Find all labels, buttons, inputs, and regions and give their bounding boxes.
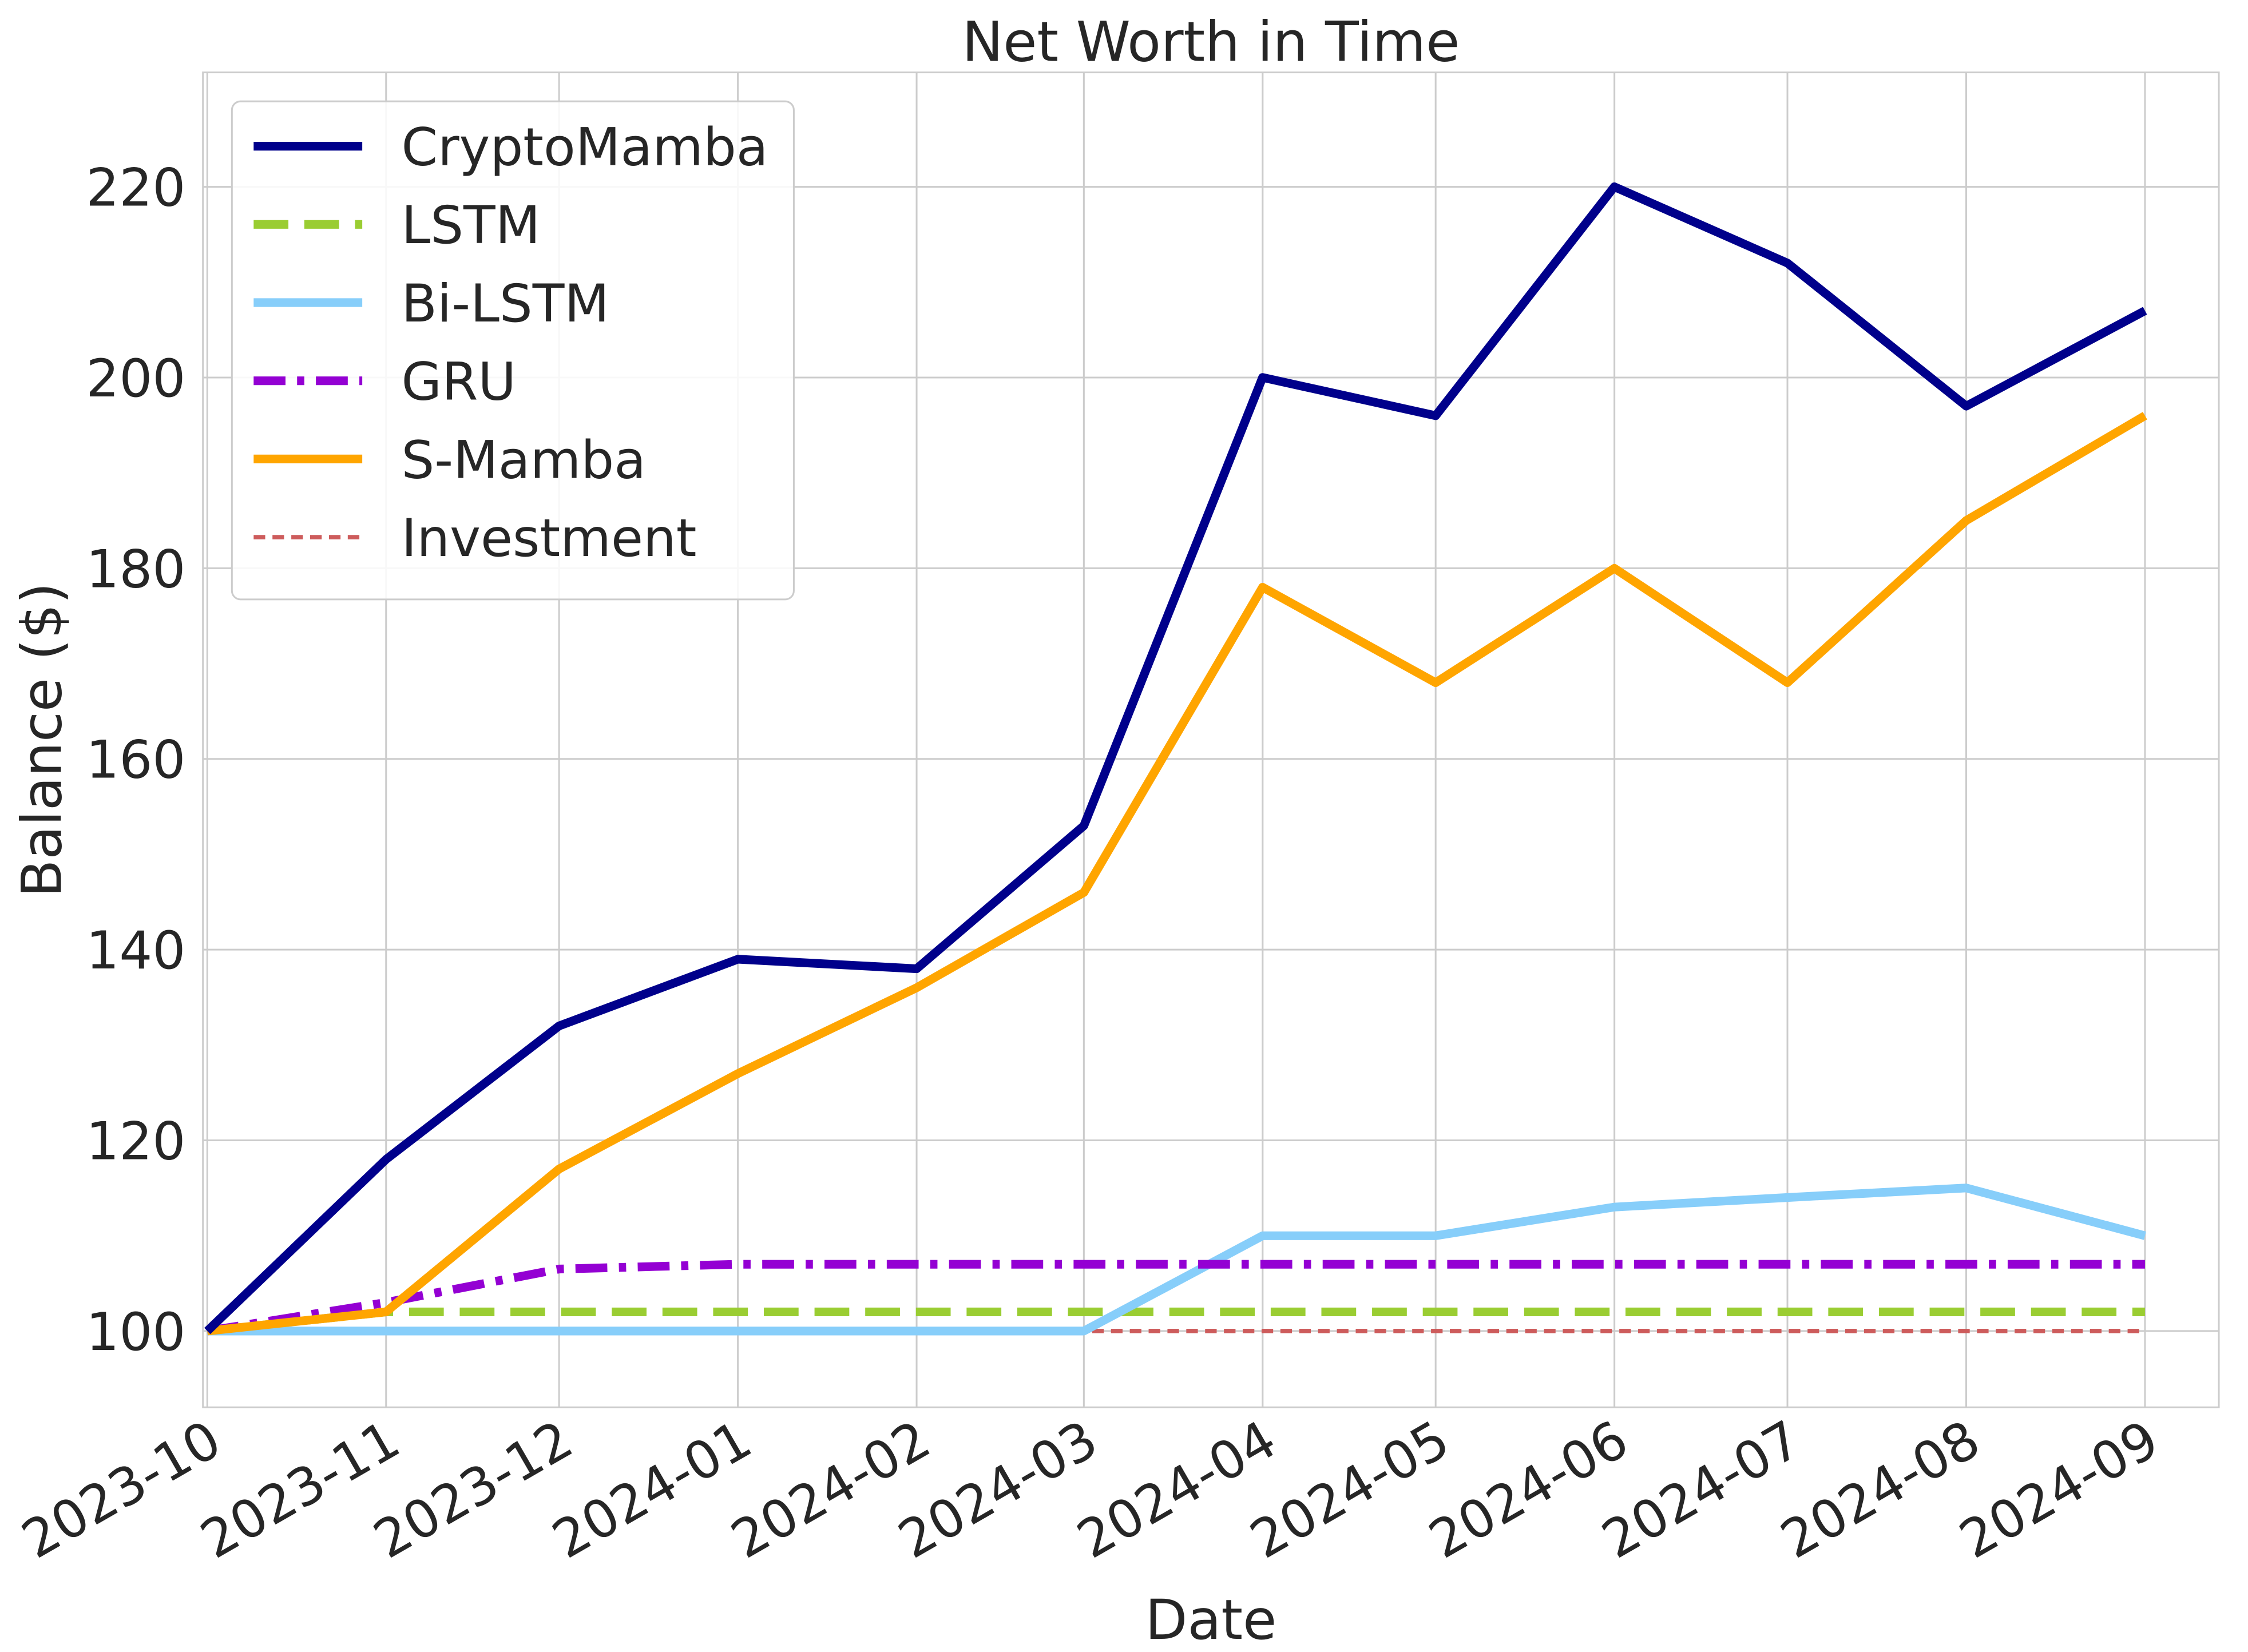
legend-label: CryptoMamba [401,117,768,178]
y-axis-label: Balance ($) [10,582,74,897]
legend-label: GRU [401,352,516,412]
x-axis-label: Date [1145,1588,1276,1652]
lines [204,182,2147,1336]
series-line [207,412,2147,1336]
y-tick-label: 120 [86,1111,185,1172]
y-tick-label: 100 [86,1302,185,1363]
legend-label: LSTM [401,195,540,256]
x-tick-label: 2024-04 [1067,1409,1286,1570]
series-line [204,182,2147,1335]
chart-title: Net Worth in Time [962,10,1460,74]
y-tick-label: 200 [86,348,185,409]
x-tick-label: 2024-06 [1419,1409,1638,1570]
x-tick-label: 2023-11 [191,1409,410,1570]
x-tick-label: 2023-10 [12,1409,231,1570]
x-tick-label: 2024-07 [1592,1409,1811,1570]
x-tick-label: 2024-05 [1240,1409,1460,1570]
y-tick-label: 160 [86,730,185,791]
legend-label: S-Mamba [401,430,646,490]
y-tick-label: 180 [86,539,185,599]
x-tick-label: 2024-09 [1950,1409,2169,1570]
y-tick-label: 220 [86,157,185,218]
series-line [207,1307,2145,1336]
x-tick-label: 2024-08 [1771,1409,1990,1570]
legend-box [231,100,795,601]
legend-label: Bi-LSTM [401,273,609,334]
y-tick-label: 140 [86,920,185,981]
series-line [207,1184,2146,1336]
x-tick-label: 2023-12 [364,1409,583,1570]
legend-label: Investment [401,508,696,569]
x-tick-label: 2024-01 [542,1409,762,1570]
legend: CryptoMamba LSTM Bi-LSTM GRU S-Mamba Investme… [231,100,795,601]
series-line [207,1260,2145,1336]
